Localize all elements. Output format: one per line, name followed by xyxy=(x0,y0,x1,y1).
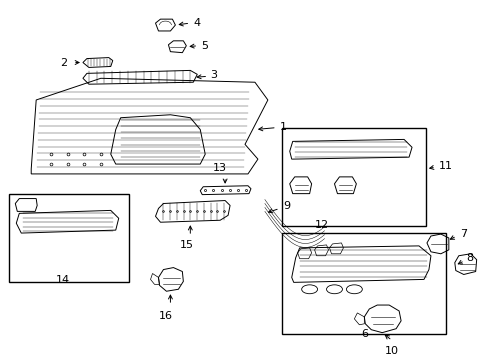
Text: 14: 14 xyxy=(56,275,70,285)
Text: 11: 11 xyxy=(438,161,452,171)
Text: 3: 3 xyxy=(210,70,217,80)
Bar xyxy=(281,127,425,226)
Text: 8: 8 xyxy=(466,253,473,263)
Text: 16: 16 xyxy=(158,311,172,321)
Text: 10: 10 xyxy=(385,346,398,356)
Text: 5: 5 xyxy=(201,41,208,51)
Text: 4: 4 xyxy=(193,18,200,28)
Text: 6: 6 xyxy=(360,329,367,339)
Text: 7: 7 xyxy=(459,229,466,239)
Bar xyxy=(281,233,445,334)
Text: 1: 1 xyxy=(279,122,286,132)
Text: 2: 2 xyxy=(61,58,67,68)
Bar xyxy=(9,194,128,282)
Text: 12: 12 xyxy=(314,220,328,230)
Text: 9: 9 xyxy=(282,202,289,211)
Text: 15: 15 xyxy=(180,240,194,250)
Text: 13: 13 xyxy=(213,163,226,173)
